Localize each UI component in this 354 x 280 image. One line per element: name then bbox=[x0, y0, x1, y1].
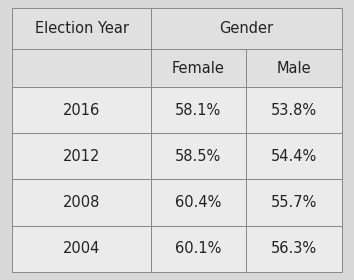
Bar bbox=[12, 179, 151, 225]
Text: 60.1%: 60.1% bbox=[175, 241, 222, 256]
Bar bbox=[12, 8, 151, 49]
Bar bbox=[12, 87, 151, 133]
Bar bbox=[12, 49, 151, 87]
Bar bbox=[151, 8, 342, 49]
Bar bbox=[246, 87, 342, 133]
Bar bbox=[151, 133, 246, 179]
Bar bbox=[12, 133, 151, 179]
Text: 55.7%: 55.7% bbox=[271, 195, 317, 210]
Text: 54.4%: 54.4% bbox=[271, 149, 317, 164]
Text: 53.8%: 53.8% bbox=[271, 103, 317, 118]
Text: Male: Male bbox=[276, 61, 311, 76]
Text: Female: Female bbox=[172, 61, 225, 76]
Bar bbox=[151, 87, 246, 133]
Text: Election Year: Election Year bbox=[35, 21, 129, 36]
Bar bbox=[151, 225, 246, 272]
Bar bbox=[246, 133, 342, 179]
Text: 56.3%: 56.3% bbox=[271, 241, 317, 256]
Bar bbox=[151, 179, 246, 225]
Text: 58.1%: 58.1% bbox=[175, 103, 222, 118]
Text: 2012: 2012 bbox=[63, 149, 100, 164]
Bar bbox=[246, 225, 342, 272]
Bar bbox=[246, 179, 342, 225]
Text: 2004: 2004 bbox=[63, 241, 100, 256]
Text: 60.4%: 60.4% bbox=[175, 195, 222, 210]
Bar bbox=[151, 49, 246, 87]
Text: Gender: Gender bbox=[219, 21, 273, 36]
Bar bbox=[12, 225, 151, 272]
Text: 2016: 2016 bbox=[63, 103, 100, 118]
Bar bbox=[246, 49, 342, 87]
Text: 58.5%: 58.5% bbox=[175, 149, 222, 164]
Text: 2008: 2008 bbox=[63, 195, 100, 210]
